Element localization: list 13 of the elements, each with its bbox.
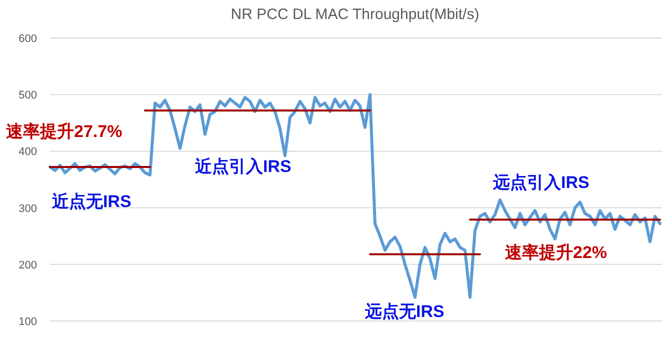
y-tick-label: 400: [18, 146, 37, 158]
annotation: 远点无IRS: [364, 302, 444, 321]
annotation: 速率提升27.7%: [6, 122, 122, 141]
annotation: 近点无IRS: [51, 192, 132, 211]
y-tick-label: 300: [18, 202, 37, 215]
y-tick-label: 100: [18, 316, 37, 328]
annotation: 远点引入IRS: [492, 173, 590, 192]
annotation: 近点引入IRS: [194, 157, 292, 176]
y-tick-label: 200: [18, 259, 37, 272]
y-tick-label: 500: [18, 90, 37, 102]
y-tick-label: 600: [18, 33, 37, 45]
chart-title: NR PCC DL MAC Throughput(Mbit/s): [230, 6, 480, 23]
annotation: 速率提升22%: [505, 243, 608, 262]
